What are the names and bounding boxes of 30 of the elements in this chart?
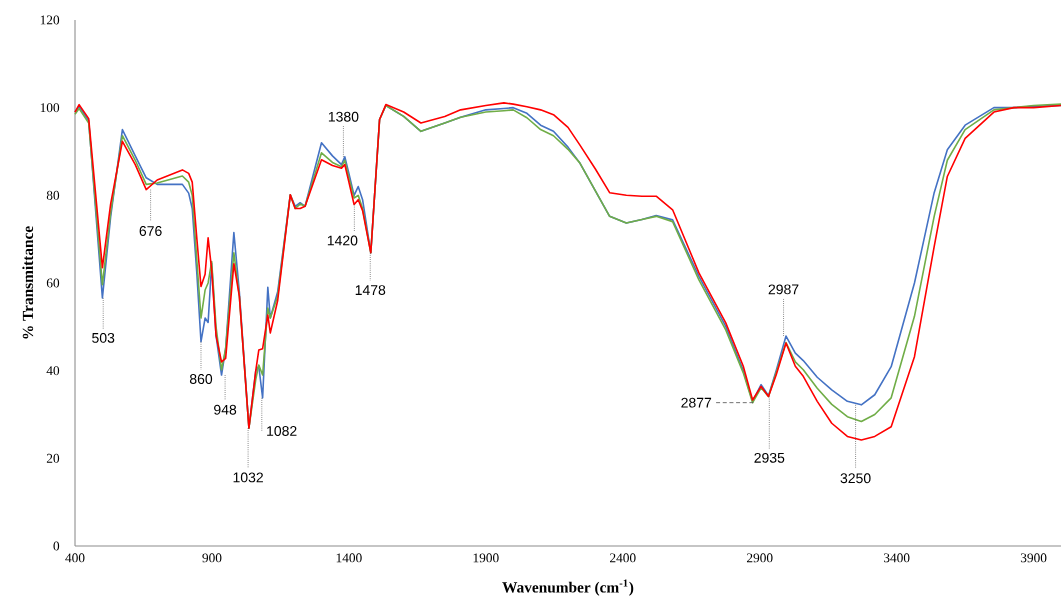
annotation: 948 xyxy=(214,404,237,415)
annotation: 2935 xyxy=(754,452,785,463)
x-axis-title: Wavenumber (cm$^{-1}$) xyxy=(502,579,634,596)
y-tick-label: 20 xyxy=(46,453,60,463)
x-tick-label: 2400 xyxy=(610,553,636,563)
x-tick-label: 900 xyxy=(202,553,222,563)
annotation: 860 xyxy=(189,374,213,385)
y-tick-label: 100 xyxy=(40,103,60,113)
x-tick-label: 2900 xyxy=(746,553,773,563)
x-tick-label: 3900 xyxy=(1020,553,1047,563)
y-tick-label: 0 xyxy=(53,541,60,551)
annotation: 676 xyxy=(139,226,162,236)
x-tick-label: 1900 xyxy=(473,553,499,563)
annotation: 1380 xyxy=(328,111,359,122)
annotation: 1420 xyxy=(327,235,358,246)
annotation: 3250 xyxy=(840,473,871,484)
annotation: 2987 xyxy=(768,284,799,295)
annotation: 1082 xyxy=(267,426,297,437)
y-axis-title: % Transmittance xyxy=(22,226,34,339)
annotation: 503 xyxy=(92,332,115,343)
y-tick-label: 80 xyxy=(46,190,60,200)
x-tick-label: 1400 xyxy=(336,553,362,563)
annotation: 1478 xyxy=(355,285,386,296)
x-tick-label: 400 xyxy=(65,553,85,563)
annotation: 2877 xyxy=(681,397,712,408)
y-tick-label: 40 xyxy=(46,366,60,376)
y-tick-label: 120 xyxy=(40,15,60,25)
annotation: 1032 xyxy=(233,472,263,483)
y-tick-label: 60 xyxy=(46,278,60,288)
x-tick-label: 3400 xyxy=(883,553,910,563)
